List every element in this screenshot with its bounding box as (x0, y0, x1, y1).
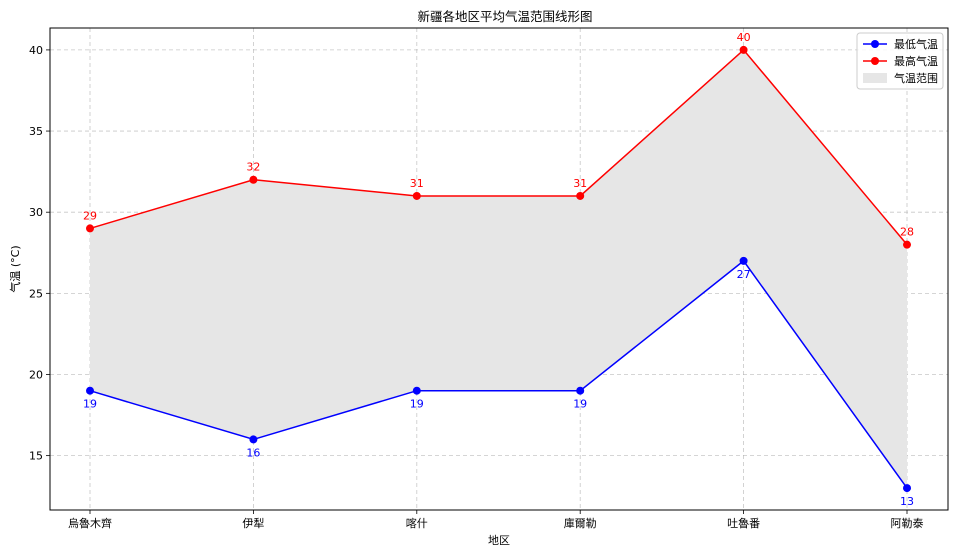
legend-label: 最高气温 (894, 54, 938, 68)
data-label: 16 (246, 446, 260, 459)
data-point (739, 256, 748, 265)
data-point (412, 386, 421, 395)
x-tick-label: 伊犁 (242, 516, 264, 530)
data-point (86, 386, 94, 395)
data-point (249, 175, 258, 184)
data-label: 19 (410, 398, 424, 411)
y-tick-label: 20 (29, 368, 43, 381)
x-tick-label: 喀什 (406, 517, 428, 530)
data-label: 19 (573, 398, 587, 411)
data-point (903, 484, 911, 493)
data-label: 31 (410, 177, 424, 190)
data-point (86, 224, 94, 233)
y-tick-label: 40 (29, 44, 43, 57)
data-label: 28 (900, 226, 914, 239)
range-fill-layer (90, 49, 907, 489)
data-point (576, 191, 585, 200)
data-point (576, 386, 585, 395)
y-tick-label: 15 (29, 450, 43, 463)
data-label: 19 (83, 398, 97, 411)
data-point (903, 240, 911, 249)
data-point (249, 435, 258, 444)
data-point (412, 191, 421, 200)
data-label: 13 (900, 495, 914, 508)
data-label: 40 (737, 31, 751, 44)
series-line (89, 48, 908, 246)
y-tick-label: 30 (29, 206, 43, 219)
plot-frame (49, 27, 949, 511)
legend-label: 气温范围 (894, 71, 938, 85)
data-label: 32 (246, 161, 260, 174)
series-layer: 19 16 19 19 27 13 29 32 31 31 40 28 (83, 31, 914, 508)
x-axis-label: 地区 (488, 534, 510, 547)
legend-marker (871, 57, 879, 65)
series-line (89, 259, 908, 489)
x-tick-label: 庫爾勒 (564, 516, 597, 530)
chart-title: 新疆各地区平均气温范围线形图 (417, 9, 592, 24)
y-tick-label: 35 (29, 125, 43, 138)
data-label: 31 (573, 177, 587, 190)
x-tick-label: 烏魯木齊 (68, 516, 112, 530)
axes: 烏魯木齊 伊犁 喀什 庫爾勒 吐魯番 阿勒泰 15 20 25 30 35 40 (29, 44, 924, 530)
data-label: 27 (737, 268, 751, 281)
y-tick-label: 25 (29, 287, 43, 300)
x-tick-label: 吐魯番 (727, 516, 760, 530)
range-fill (90, 49, 907, 489)
legend-marker (871, 40, 879, 48)
legend-fill-swatch (863, 73, 887, 83)
y-axis-label: 气温 (°C) (8, 245, 22, 292)
data-label: 29 (83, 209, 97, 222)
data-point (739, 45, 748, 54)
x-tick-label: 阿勒泰 (891, 516, 924, 530)
legend-label: 最低气温 (894, 37, 938, 51)
